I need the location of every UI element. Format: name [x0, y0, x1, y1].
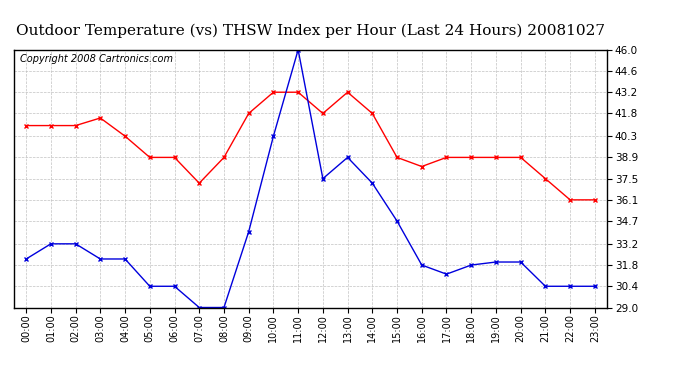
- Text: Copyright 2008 Cartronics.com: Copyright 2008 Cartronics.com: [20, 54, 172, 64]
- Text: Outdoor Temperature (vs) THSW Index per Hour (Last 24 Hours) 20081027: Outdoor Temperature (vs) THSW Index per …: [16, 23, 605, 38]
